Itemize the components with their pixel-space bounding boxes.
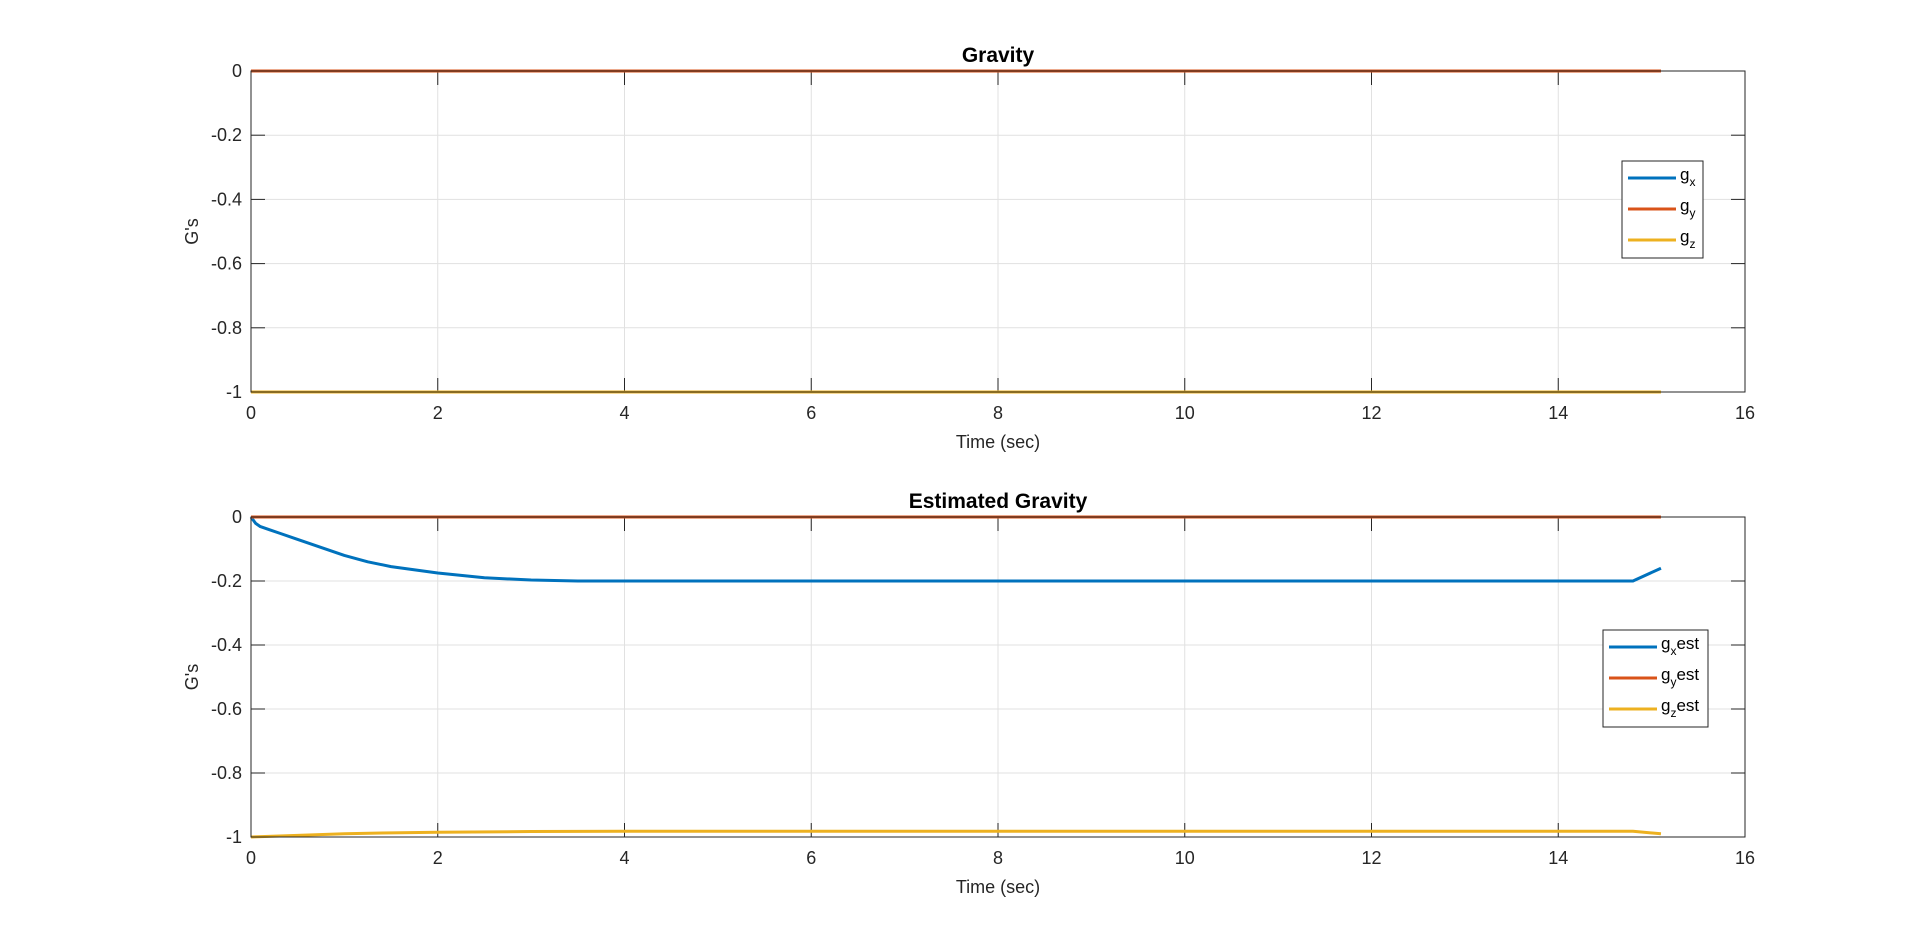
x-tick-label: 8 [993,403,1003,423]
y-tick-label: -1 [226,382,242,402]
x-tick-label: 6 [806,848,816,868]
y-tick-label: 0 [232,61,242,81]
x-axis-label: Time (sec) [956,877,1040,897]
legend-entry: gx [1680,165,1695,189]
y-tick-label: -0.2 [211,125,242,145]
x-tick-label: 0 [246,848,256,868]
y-tick-label: -1 [226,827,242,847]
y-tick-label: -0.8 [211,763,242,783]
x-tick-label: 12 [1361,848,1381,868]
axes-box [250,516,1746,838]
y-tick-label: -0.6 [211,254,242,274]
legend-entry: gz [1680,227,1695,251]
x-tick-label: 12 [1361,403,1381,423]
x-tick-label: 16 [1735,848,1755,868]
x-tick-label: 4 [619,403,629,423]
legend-entry: gyest [1661,665,1699,689]
series-line-gx-est [249,516,1662,583]
y-tick-label: -0.4 [211,635,242,655]
x-tick-label: 14 [1548,848,1568,868]
x-tick-label: 2 [433,403,443,423]
x-tick-label: 14 [1548,403,1568,423]
axes-box [250,70,1746,393]
x-axis-label: Time (sec) [956,432,1040,452]
series-line-gz-est [250,829,1662,839]
chart-1: 0 2 4 6 8 10 12 14 16 0 -0.2 -0.4 -0.6 -0.8 -1 Gravity T… [182,44,1755,452]
y-tick-label: -0.6 [211,699,242,719]
x-tick-label: 10 [1175,403,1195,423]
legend-entry: gxest [1661,634,1699,658]
y-axis-label: G's [182,218,202,244]
x-tick-label: 8 [993,848,1003,868]
chart-title: Estimated Gravity [909,490,1088,513]
legend-entry: gy [1680,196,1695,220]
y-tick-label: -0.4 [211,189,242,209]
x-tick-label: 6 [806,403,816,423]
legend-entry: gzest [1661,696,1699,720]
chart-title: Gravity [962,44,1035,67]
y-tick-label: 0 [232,507,242,527]
y-tick-label: -0.8 [211,318,242,338]
x-tick-label: 10 [1175,848,1195,868]
x-tick-label: 0 [246,403,256,423]
legend: gxest gyest gzest [1602,629,1709,728]
legend: gx gy gz [1621,160,1704,259]
x-tick-label: 2 [433,848,443,868]
x-tick-label: 4 [619,848,629,868]
x-tick-label: 16 [1735,403,1755,423]
chart-2: 0 2 4 6 8 10 12 14 16 0 -0.2 -0.4 -0.6 -0.8 -1 Estimate… [182,490,1755,897]
y-tick-label: -0.2 [211,571,242,591]
y-axis-label: G's [182,664,202,690]
